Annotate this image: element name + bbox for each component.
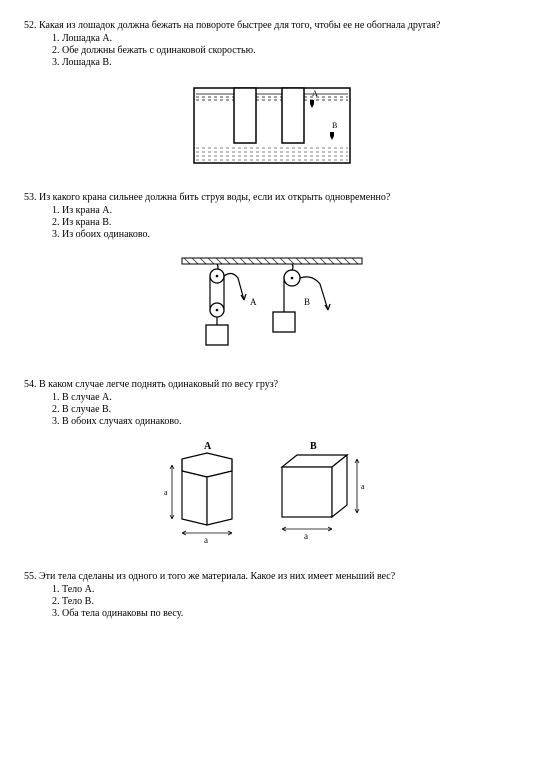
- svg-text:а: а: [164, 488, 168, 497]
- dim-a: а: [304, 531, 308, 541]
- dim-a: а: [204, 535, 208, 545]
- option: 1. Из крана А.: [52, 205, 519, 216]
- options-list: 1. В случае А. 2. В случае В. 3. В обоих…: [52, 392, 519, 427]
- question-text: 52. Какая из лошадок должна бежать на по…: [24, 20, 519, 31]
- question-54: 54. В каком случае легче поднять одинако…: [24, 379, 519, 427]
- option: 3. Оба тела одинаковы по весу.: [52, 608, 519, 619]
- question-52: 52. Какая из лошадок должна бежать на по…: [24, 20, 519, 68]
- question-body: Какая из лошадок должна бежать на поворо…: [39, 20, 440, 31]
- label-a: А: [250, 297, 257, 307]
- figure-54: а а А а а В: [24, 437, 519, 555]
- question-body: Эти тела сделаны из одного и того же мат…: [39, 571, 395, 582]
- label-a: А: [312, 89, 318, 98]
- question-text: 55. Эти тела сделаны из одного и того же…: [24, 571, 519, 582]
- option: 3. В обоих случаях одинаково.: [52, 416, 519, 427]
- option: 2. Из крана В.: [52, 217, 519, 228]
- option: 1. В случае А.: [52, 392, 519, 403]
- option: 2. Тело В.: [52, 596, 519, 607]
- question-number: 53.: [24, 192, 37, 203]
- option: 2. В случае В.: [52, 404, 519, 415]
- option: 2. Обе должны бежать с одинаковой скорос…: [52, 45, 519, 56]
- svg-text:а: а: [361, 482, 365, 491]
- question-53: 53. Из какого крана сильнее должна бить …: [24, 192, 519, 240]
- figure-52: А В: [24, 78, 519, 176]
- option: 1. Лошадка А.: [52, 33, 519, 44]
- options-list: 1. Лошадка А. 2. Обе должны бежать с оди…: [52, 33, 519, 68]
- question-number: 54.: [24, 379, 37, 390]
- label-a: А: [204, 441, 212, 452]
- question-body: Из какого крана сильнее должна бить стру…: [39, 192, 390, 203]
- question-number: 55.: [24, 571, 37, 582]
- label-b: В: [304, 297, 310, 307]
- question-body: В каком случае легче поднять одинаковый …: [39, 379, 278, 390]
- options-list: 1. Тело А. 2. Тело В. 3. Оба тела одинак…: [52, 584, 519, 619]
- label-b: В: [310, 441, 317, 452]
- question-number: 52.: [24, 20, 37, 31]
- label-b: В: [332, 121, 337, 130]
- question-text: 54. В каком случае легче поднять одинако…: [24, 379, 519, 390]
- figure-53: А В: [24, 250, 519, 363]
- option: 3. Лошадка В.: [52, 57, 519, 68]
- question-55: 55. Эти тела сделаны из одного и того же…: [24, 571, 519, 619]
- options-list: 1. Из крана А. 2. Из крана В. 3. Из обои…: [52, 205, 519, 240]
- option: 3. Из обоих одинаково.: [52, 229, 519, 240]
- question-text: 53. Из какого крана сильнее должна бить …: [24, 192, 519, 203]
- option: 1. Тело А.: [52, 584, 519, 595]
